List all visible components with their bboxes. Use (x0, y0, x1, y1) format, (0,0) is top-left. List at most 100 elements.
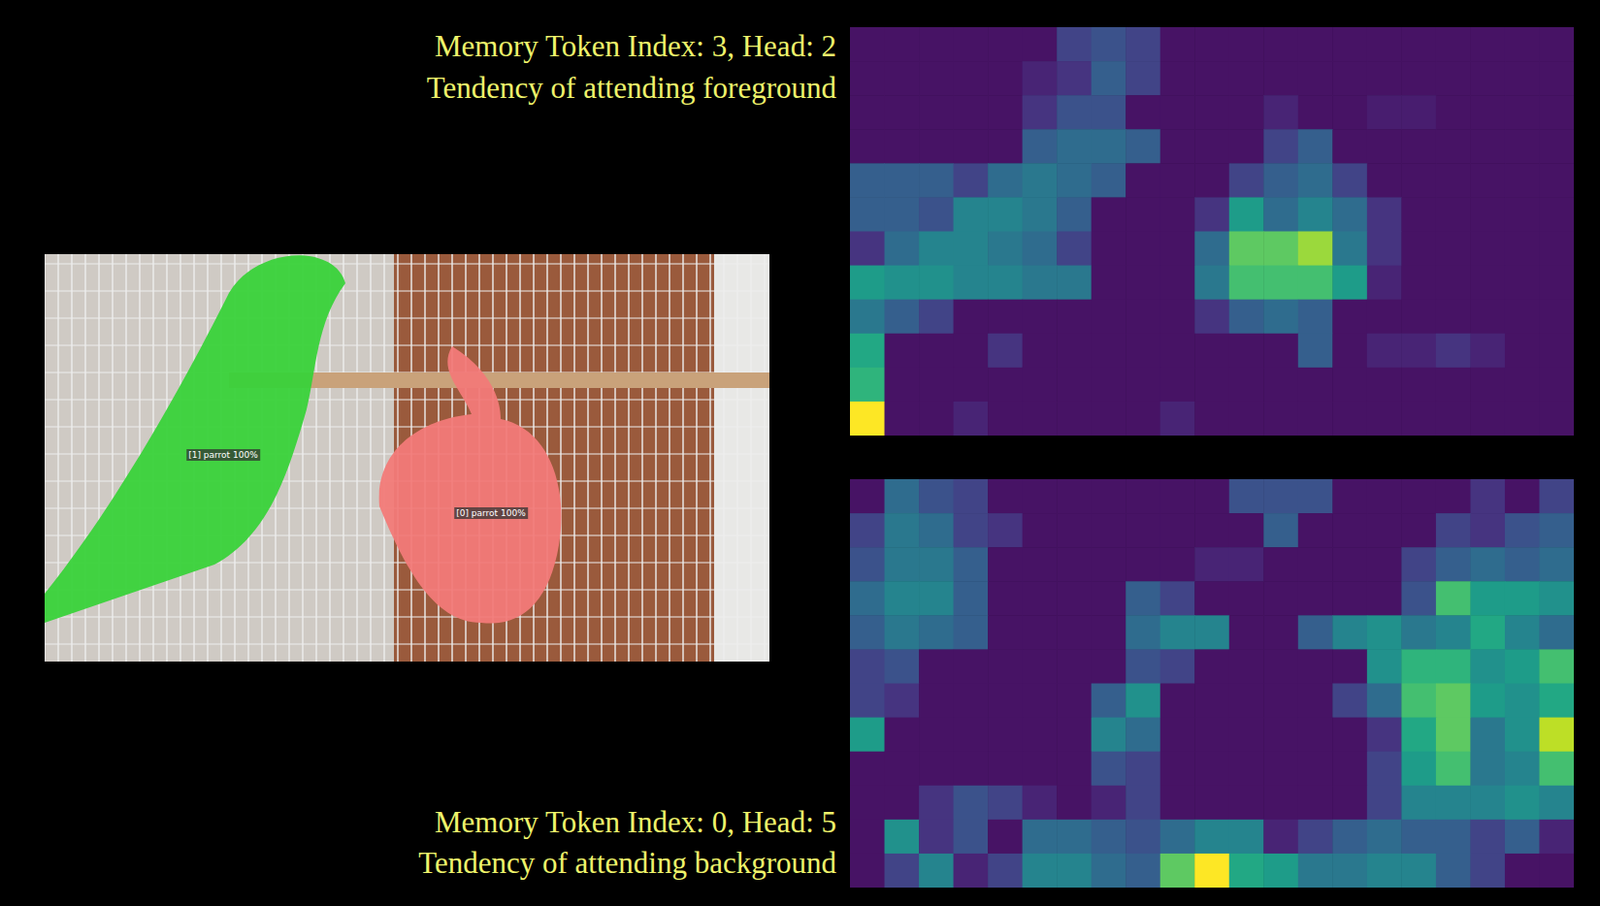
cage-bar (111, 254, 114, 662)
heatmap-cell (987, 547, 1023, 583)
heatmap-cell (1160, 265, 1196, 301)
heatmap-cell (849, 61, 885, 97)
heatmap-cell (1125, 853, 1161, 888)
heatmap-cell (1194, 513, 1230, 549)
heatmap-cell (1332, 547, 1368, 583)
heatmap-cell (953, 163, 989, 198)
heatmap-cell (1194, 649, 1230, 685)
heatmap-cell (1091, 785, 1127, 821)
heatmap-cell (1125, 547, 1161, 583)
heatmap-cell (1401, 61, 1437, 97)
heatmap-cell (1298, 129, 1334, 164)
heatmap-cell (1091, 615, 1127, 651)
heatmap-cell (1091, 513, 1127, 549)
heatmap-cell (1056, 367, 1092, 403)
heatmap-cell (1504, 479, 1540, 515)
heatmap-cell (1056, 129, 1092, 164)
heatmap-cell (1125, 265, 1161, 301)
heatmap-cell (953, 129, 989, 164)
heatmap-cell (1401, 163, 1437, 198)
heatmap-cell (1436, 819, 1471, 855)
heatmap-cell (1436, 163, 1471, 198)
heatmap-cell (1298, 581, 1334, 617)
heatmap-cell (1367, 299, 1403, 335)
heatmap-cell (1022, 615, 1058, 651)
heatmap-cell (849, 265, 885, 301)
heatmap-cell (1022, 479, 1058, 515)
heatmap-cell (1367, 163, 1403, 198)
heatmap-cell (849, 547, 885, 583)
heatmap-cell (1401, 196, 1437, 232)
heatmap-cell (1401, 367, 1437, 403)
heatmap-cell (849, 819, 885, 855)
heatmap-cell (987, 513, 1023, 549)
heatmap-cell (1125, 61, 1161, 97)
mask-label: [1] parrot 100% (188, 450, 259, 460)
heatmap-cell (849, 27, 885, 63)
heatmap-cell (1436, 61, 1471, 97)
heatmap-cell (1160, 615, 1196, 651)
heatmap-cell (884, 231, 920, 267)
heatmap-cell (987, 718, 1023, 753)
heatmap-cell (1401, 684, 1437, 719)
heatmap-cell (1298, 333, 1334, 369)
heatmap-cell (1298, 401, 1334, 436)
heatmap-cell (1263, 547, 1299, 583)
heatmap-cell (1022, 401, 1058, 436)
heatmap-cell (953, 299, 989, 335)
heatmap-cell (1160, 129, 1196, 164)
heatmap-cell (1091, 299, 1127, 335)
heatmap-cell (1056, 95, 1092, 131)
heatmap-cell (1056, 299, 1092, 335)
heatmap-cell (1298, 265, 1334, 301)
heatmap-cell (1056, 615, 1092, 651)
heatmap-cell (1194, 163, 1230, 198)
heatmap-cell (1469, 196, 1505, 232)
heatmap-cell (1194, 853, 1230, 888)
heatmap-cell (884, 547, 920, 583)
heatmap-cell (1056, 785, 1092, 821)
mask-label-box (186, 449, 261, 461)
heatmap-cell (1125, 718, 1161, 753)
heatmap-cell (1436, 547, 1471, 583)
heatmap-cell (1091, 684, 1127, 719)
cage-bar (641, 254, 644, 662)
heatmap-cell (1056, 649, 1092, 685)
heatmap-cell (849, 649, 885, 685)
heatmap-cell (1298, 367, 1334, 403)
heatmap-cell (987, 581, 1023, 617)
heatmap-cell (1022, 547, 1058, 583)
mask-label-box (454, 507, 528, 520)
heatmap-cell (1263, 751, 1299, 787)
heatmap-cell (1194, 196, 1230, 232)
heatmap-cell (1194, 401, 1230, 436)
heatmap-cell (1125, 615, 1161, 651)
heatmap-cell (1229, 513, 1265, 549)
heatmap-cell (1056, 718, 1092, 753)
heatmap-cell (987, 27, 1023, 63)
heatmap-cell (1367, 853, 1403, 888)
figure: [1] parrot 100%[0] parrot 100%Memory Tok… (0, 0, 1600, 906)
heatmap-cell (1436, 649, 1471, 685)
heatmap-cell (1436, 513, 1471, 549)
heatmap-cell (849, 401, 885, 436)
heatmap-cell (918, 819, 954, 855)
heatmap-cell (953, 615, 989, 651)
heatmap-cell (1229, 367, 1265, 403)
cage-bar (383, 254, 386, 662)
heatmap-cell (1332, 401, 1368, 436)
photo-ground (44, 254, 770, 662)
heatmap-cell (1538, 547, 1574, 583)
heatmap-cell (1298, 819, 1334, 855)
heatmap-cell (884, 819, 920, 855)
cage-bar (682, 254, 685, 662)
heatmap-cell (1538, 196, 1574, 232)
heatmap-cell (1538, 615, 1574, 651)
cage-bar (736, 254, 739, 662)
heatmap-cell (884, 27, 920, 63)
heatmap-cell (1469, 61, 1505, 97)
heatmap-cell (849, 129, 885, 164)
heatmap-cell (1022, 819, 1058, 855)
heatmap-cell (849, 751, 885, 787)
heatmap-cell (1469, 27, 1505, 63)
